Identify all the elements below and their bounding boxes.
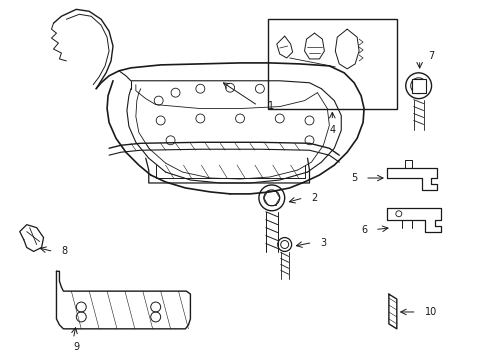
- Text: 5: 5: [351, 173, 357, 183]
- Text: 7: 7: [429, 51, 435, 61]
- Text: 2: 2: [312, 193, 318, 203]
- Text: 9: 9: [73, 342, 79, 352]
- Text: 3: 3: [320, 238, 326, 248]
- Text: 6: 6: [361, 225, 367, 235]
- Text: 4: 4: [329, 125, 335, 135]
- Text: 1: 1: [268, 100, 274, 111]
- Bar: [268, 19, 397, 109]
- Text: 10: 10: [425, 307, 437, 317]
- Bar: [412, 79, 426, 93]
- Text: 8: 8: [61, 247, 68, 256]
